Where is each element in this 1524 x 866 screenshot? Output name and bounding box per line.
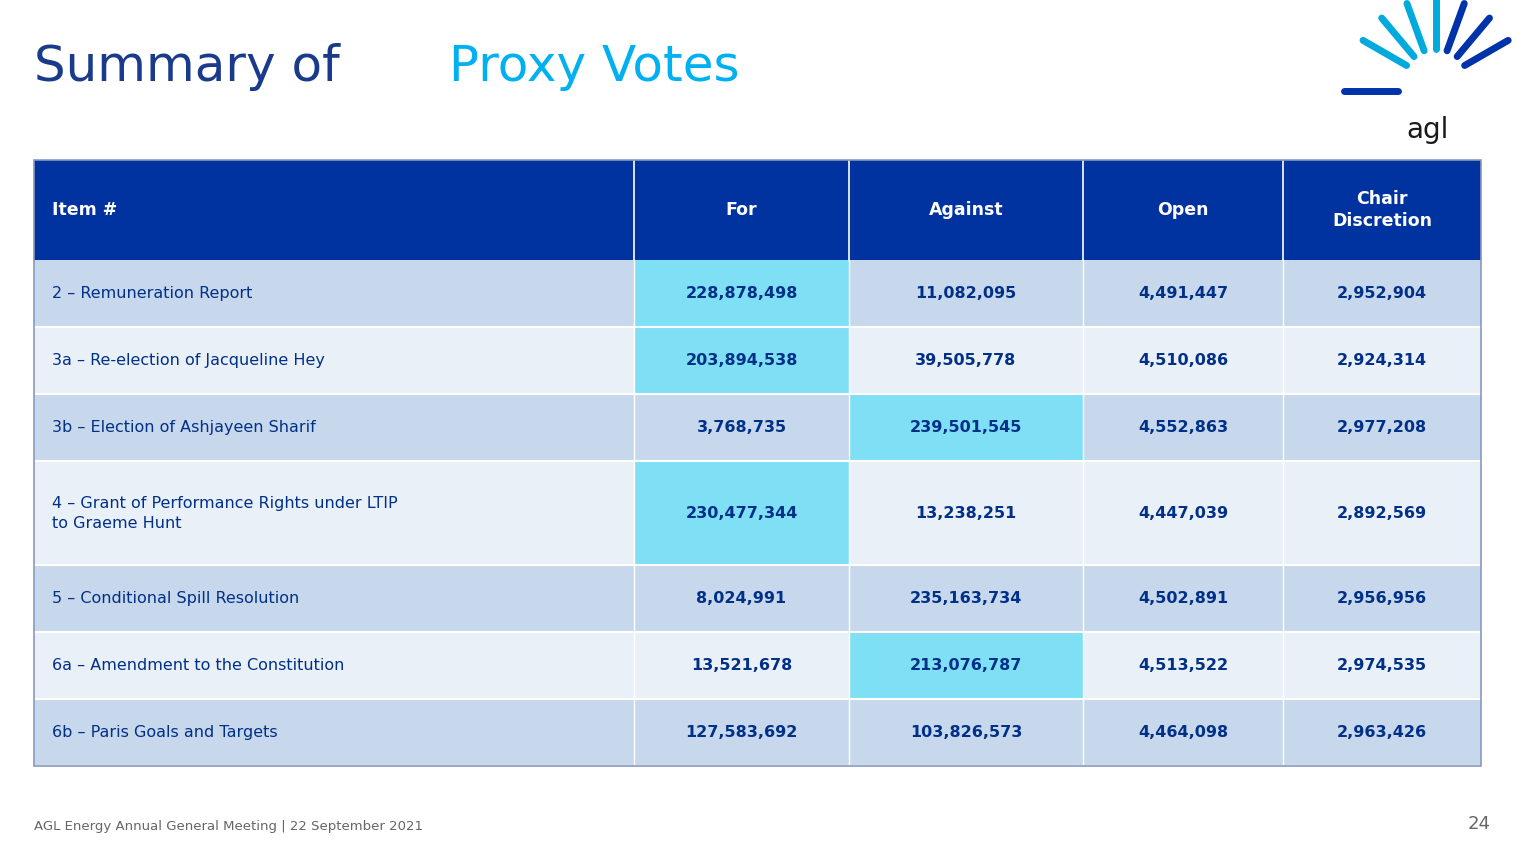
Text: 4,491,447: 4,491,447 — [1138, 286, 1228, 301]
Text: 2 – Remuneration Report: 2 – Remuneration Report — [52, 286, 251, 301]
Text: 3b – Election of Ashjayeen Sharif: 3b – Election of Ashjayeen Sharif — [52, 420, 315, 435]
Text: 2,977,208: 2,977,208 — [1337, 420, 1426, 435]
Bar — [634, 326, 849, 394]
Text: 3,768,735: 3,768,735 — [696, 420, 786, 435]
Bar — [634, 461, 849, 565]
Text: 4,513,522: 4,513,522 — [1138, 658, 1228, 673]
Bar — [34, 700, 1481, 766]
Bar — [34, 394, 1481, 461]
Text: Summary of: Summary of — [34, 43, 355, 91]
Text: 4,464,098: 4,464,098 — [1138, 726, 1228, 740]
Text: 4,510,086: 4,510,086 — [1138, 353, 1228, 368]
Text: AGL Energy Annual General Meeting | 22 September 2021: AGL Energy Annual General Meeting | 22 S… — [34, 820, 422, 833]
Text: 2,892,569: 2,892,569 — [1337, 506, 1426, 520]
Text: 4,552,863: 4,552,863 — [1138, 420, 1228, 435]
Text: 24: 24 — [1468, 815, 1490, 833]
Text: 13,521,678: 13,521,678 — [690, 658, 792, 673]
Text: 2,924,314: 2,924,314 — [1337, 353, 1426, 368]
Text: 4,502,891: 4,502,891 — [1138, 591, 1228, 606]
Text: 3a – Re-election of Jacqueline Hey: 3a – Re-election of Jacqueline Hey — [52, 353, 325, 368]
Text: 213,076,787: 213,076,787 — [910, 658, 1023, 673]
Text: 2,963,426: 2,963,426 — [1337, 726, 1426, 740]
Text: For: For — [725, 201, 757, 219]
Text: 2,956,956: 2,956,956 — [1337, 591, 1426, 606]
Text: Item #: Item # — [52, 201, 117, 219]
Text: 230,477,344: 230,477,344 — [686, 506, 797, 520]
Text: 4 – Grant of Performance Rights under LTIP
to Graeme Hunt: 4 – Grant of Performance Rights under LT… — [52, 495, 398, 531]
Text: 203,894,538: 203,894,538 — [686, 353, 797, 368]
Text: 228,878,498: 228,878,498 — [686, 286, 797, 301]
Bar — [34, 565, 1481, 632]
Text: 39,505,778: 39,505,778 — [916, 353, 1017, 368]
Bar — [849, 632, 1084, 700]
Bar — [34, 461, 1481, 565]
Bar — [34, 160, 1481, 260]
Text: 11,082,095: 11,082,095 — [916, 286, 1017, 301]
Text: 5 – Conditional Spill Resolution: 5 – Conditional Spill Resolution — [52, 591, 299, 606]
Text: 103,826,573: 103,826,573 — [910, 726, 1023, 740]
Text: 2,974,535: 2,974,535 — [1337, 658, 1426, 673]
Text: Open: Open — [1157, 201, 1209, 219]
Text: Proxy Votes: Proxy Votes — [448, 43, 739, 91]
Bar — [34, 632, 1481, 700]
Text: 235,163,734: 235,163,734 — [910, 591, 1023, 606]
Text: agl: agl — [1407, 116, 1449, 144]
Bar — [849, 394, 1084, 461]
Text: 13,238,251: 13,238,251 — [916, 506, 1017, 520]
Text: Against: Against — [928, 201, 1003, 219]
Text: 239,501,545: 239,501,545 — [910, 420, 1023, 435]
Bar — [34, 326, 1481, 394]
Text: 2,952,904: 2,952,904 — [1337, 286, 1426, 301]
Text: 127,583,692: 127,583,692 — [686, 726, 797, 740]
Bar — [34, 260, 1481, 326]
Bar — [34, 160, 1481, 766]
Text: 4,447,039: 4,447,039 — [1138, 506, 1228, 520]
Text: 6a – Amendment to the Constitution: 6a – Amendment to the Constitution — [52, 658, 344, 673]
Bar — [634, 260, 849, 326]
Text: 6b – Paris Goals and Targets: 6b – Paris Goals and Targets — [52, 726, 277, 740]
Text: Chair
Discretion: Chair Discretion — [1332, 190, 1433, 230]
Text: 8,024,991: 8,024,991 — [696, 591, 786, 606]
